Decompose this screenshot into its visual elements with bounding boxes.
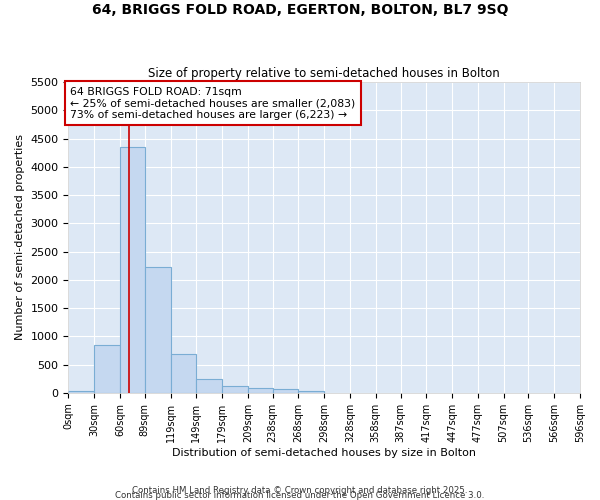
Bar <box>196 378 222 393</box>
X-axis label: Distribution of semi-detached houses by size in Bolton: Distribution of semi-detached houses by … <box>172 448 476 458</box>
Text: 64 BRIGGS FOLD ROAD: 71sqm
← 25% of semi-detached houses are smaller (2,083)
73%: 64 BRIGGS FOLD ROAD: 71sqm ← 25% of semi… <box>70 86 355 120</box>
Text: Contains HM Land Registry data © Crown copyright and database right 2025.: Contains HM Land Registry data © Crown c… <box>132 486 468 495</box>
Bar <box>298 390 324 393</box>
Bar <box>120 147 145 393</box>
Text: Contains public sector information licensed under the Open Government Licence 3.: Contains public sector information licen… <box>115 490 485 500</box>
Bar <box>145 267 170 393</box>
Text: 64, BRIGGS FOLD ROAD, EGERTON, BOLTON, BL7 9SQ: 64, BRIGGS FOLD ROAD, EGERTON, BOLTON, B… <box>92 2 508 16</box>
Bar <box>94 345 120 393</box>
Title: Size of property relative to semi-detached houses in Bolton: Size of property relative to semi-detach… <box>148 66 500 80</box>
Bar <box>248 388 272 393</box>
Bar <box>272 390 298 393</box>
Bar <box>170 354 196 393</box>
Y-axis label: Number of semi-detached properties: Number of semi-detached properties <box>15 134 25 340</box>
Bar <box>68 391 94 393</box>
Bar <box>222 386 248 393</box>
